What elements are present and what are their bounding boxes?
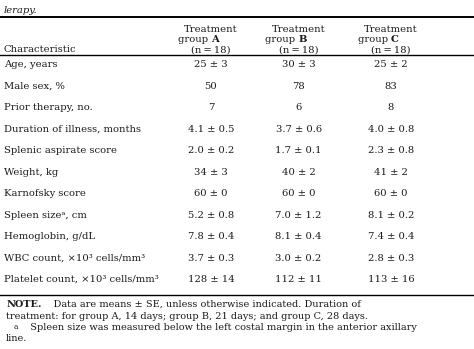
Text: 8: 8 bbox=[388, 103, 394, 112]
Text: (n = 18): (n = 18) bbox=[371, 45, 411, 54]
Text: 7.0 ± 1.2: 7.0 ± 1.2 bbox=[275, 211, 322, 220]
Text: Hemoglobin, g/dL: Hemoglobin, g/dL bbox=[4, 232, 95, 241]
Text: 8.1 ± 0.4: 8.1 ± 0.4 bbox=[275, 232, 322, 241]
Text: 2.8 ± 0.3: 2.8 ± 0.3 bbox=[368, 253, 414, 262]
Text: line.: line. bbox=[6, 334, 27, 343]
Text: Weight, kg: Weight, kg bbox=[4, 168, 58, 177]
Text: 34 ± 3: 34 ± 3 bbox=[194, 168, 228, 177]
Text: 5.2 ± 0.8: 5.2 ± 0.8 bbox=[188, 211, 234, 220]
Text: 4.1 ± 0.5: 4.1 ± 0.5 bbox=[188, 125, 234, 134]
Text: Data are means ± SE, unless otherwise indicated. Duration of: Data are means ± SE, unless otherwise in… bbox=[41, 300, 361, 309]
Text: 4.0 ± 0.8: 4.0 ± 0.8 bbox=[368, 125, 414, 134]
Text: 112 ± 11: 112 ± 11 bbox=[275, 275, 322, 284]
Text: WBC count, ×10³ cells/mm³: WBC count, ×10³ cells/mm³ bbox=[4, 253, 145, 262]
Text: 6: 6 bbox=[295, 103, 302, 112]
Text: Treatment: Treatment bbox=[364, 25, 418, 34]
Text: Treatment: Treatment bbox=[272, 25, 326, 34]
Text: 60 ± 0: 60 ± 0 bbox=[282, 189, 315, 198]
Text: A: A bbox=[211, 35, 219, 44]
Text: 78: 78 bbox=[292, 82, 305, 91]
Text: group: group bbox=[358, 35, 391, 44]
Text: 1.7 ± 0.1: 1.7 ± 0.1 bbox=[275, 146, 322, 155]
Text: 25 ± 3: 25 ± 3 bbox=[194, 60, 228, 69]
Text: 7.8 ± 0.4: 7.8 ± 0.4 bbox=[188, 232, 234, 241]
Text: (n = 18): (n = 18) bbox=[191, 45, 231, 54]
Text: Platelet count, ×10³ cells/mm³: Platelet count, ×10³ cells/mm³ bbox=[4, 275, 158, 284]
Text: Spleen size was measured below the left costal margin in the anterior axillary: Spleen size was measured below the left … bbox=[24, 323, 417, 332]
Text: Characteristic: Characteristic bbox=[4, 45, 76, 54]
Text: 60 ± 0: 60 ± 0 bbox=[194, 189, 228, 198]
Text: Prior therapy, no.: Prior therapy, no. bbox=[4, 103, 92, 112]
Text: NOTE.: NOTE. bbox=[6, 300, 42, 309]
Text: Treatment: Treatment bbox=[184, 25, 238, 34]
Text: 3.0 ± 0.2: 3.0 ± 0.2 bbox=[275, 253, 322, 262]
Text: B: B bbox=[299, 35, 307, 44]
Text: (n = 18): (n = 18) bbox=[279, 45, 319, 54]
Text: group: group bbox=[178, 35, 211, 44]
Text: Age, years: Age, years bbox=[4, 60, 57, 69]
Text: 2.0 ± 0.2: 2.0 ± 0.2 bbox=[188, 146, 234, 155]
Text: 2.3 ± 0.8: 2.3 ± 0.8 bbox=[368, 146, 414, 155]
Text: 25 ± 2: 25 ± 2 bbox=[374, 60, 408, 69]
Text: lerapy.: lerapy. bbox=[4, 6, 37, 15]
Text: 40 ± 2: 40 ± 2 bbox=[282, 168, 316, 177]
Text: Male sex, %: Male sex, % bbox=[4, 82, 64, 91]
Text: a: a bbox=[13, 323, 18, 331]
Text: 7.4 ± 0.4: 7.4 ± 0.4 bbox=[368, 232, 414, 241]
Text: C: C bbox=[391, 35, 399, 44]
Text: 113 ± 16: 113 ± 16 bbox=[368, 275, 414, 284]
Text: 3.7 ± 0.3: 3.7 ± 0.3 bbox=[188, 253, 234, 262]
Text: group: group bbox=[265, 35, 299, 44]
Text: 7: 7 bbox=[208, 103, 214, 112]
Text: Spleen sizeᵃ, cm: Spleen sizeᵃ, cm bbox=[4, 211, 87, 220]
Text: 50: 50 bbox=[205, 82, 217, 91]
Text: treatment: for group A, 14 days; group B, 21 days; and group C, 28 days.: treatment: for group A, 14 days; group B… bbox=[6, 312, 368, 321]
Text: Duration of illness, months: Duration of illness, months bbox=[4, 125, 141, 134]
Text: 83: 83 bbox=[385, 82, 397, 91]
Text: 60 ± 0: 60 ± 0 bbox=[374, 189, 408, 198]
Text: Karnofsky score: Karnofsky score bbox=[4, 189, 86, 198]
Text: 8.1 ± 0.2: 8.1 ± 0.2 bbox=[368, 211, 414, 220]
Text: 41 ± 2: 41 ± 2 bbox=[374, 168, 408, 177]
Text: 30 ± 3: 30 ± 3 bbox=[282, 60, 315, 69]
Text: 128 ± 14: 128 ± 14 bbox=[188, 275, 234, 284]
Text: 3.7 ± 0.6: 3.7 ± 0.6 bbox=[275, 125, 322, 134]
Text: Splenic aspirate score: Splenic aspirate score bbox=[4, 146, 117, 155]
